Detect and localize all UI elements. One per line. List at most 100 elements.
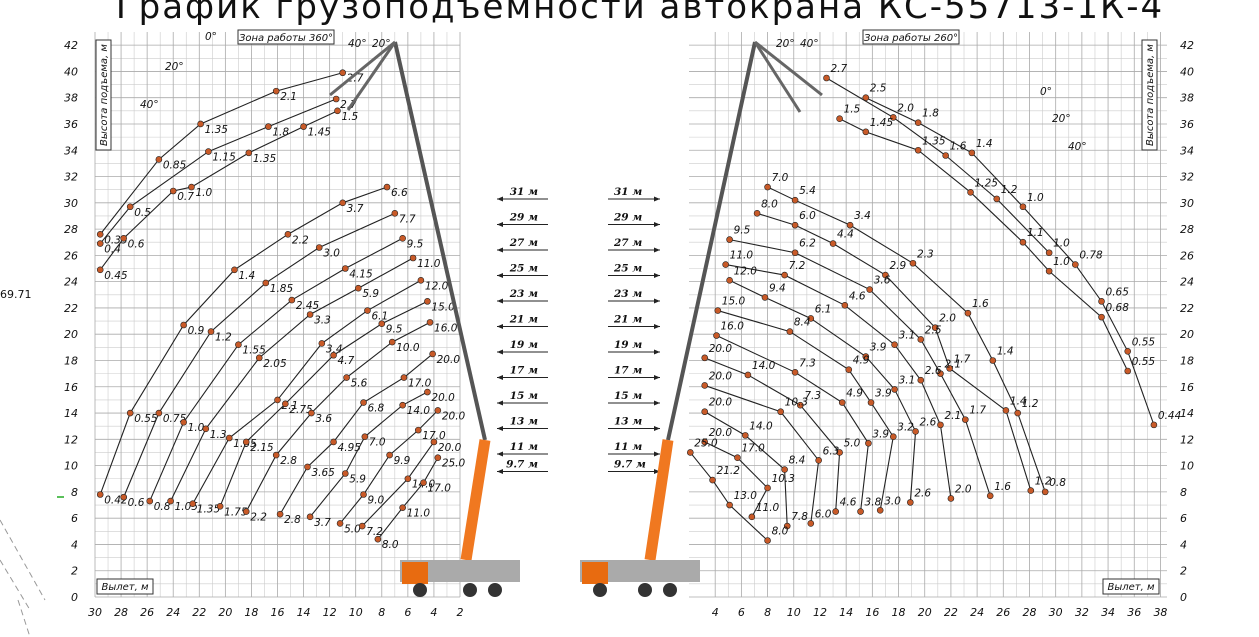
arrow-head bbox=[497, 324, 503, 329]
load-point bbox=[170, 188, 176, 194]
load-label: 3.8 bbox=[865, 497, 882, 509]
load-point bbox=[824, 75, 830, 81]
load-point bbox=[687, 449, 693, 455]
load-point bbox=[401, 375, 407, 381]
load-point bbox=[968, 189, 974, 195]
load-point bbox=[890, 434, 896, 440]
load-label: 9.9 bbox=[394, 455, 411, 467]
load-point bbox=[907, 499, 913, 505]
x-tick-label: 12 bbox=[813, 606, 827, 619]
x-tick-label: 30 bbox=[88, 606, 102, 619]
x-tick-label: 12 bbox=[323, 606, 337, 619]
load-label: 0.78 bbox=[1079, 250, 1103, 262]
load-label: 7.8 bbox=[791, 511, 808, 523]
load-point bbox=[415, 427, 421, 433]
angle-label: 0° bbox=[1040, 86, 1052, 98]
wheel bbox=[638, 583, 652, 597]
load-label: 6.1 bbox=[371, 311, 388, 323]
y-tick-label: 8 bbox=[1180, 486, 1187, 499]
load-point bbox=[342, 470, 348, 476]
load-point bbox=[217, 503, 223, 509]
load-label: 1.2 bbox=[1001, 184, 1018, 196]
boom-length-label: 15 м bbox=[614, 390, 642, 402]
load-label: 3.9 bbox=[870, 342, 887, 354]
load-point bbox=[410, 255, 416, 261]
load-label: 2.5 bbox=[870, 83, 887, 95]
load-point bbox=[307, 514, 313, 520]
load-point bbox=[778, 409, 784, 415]
load-point bbox=[188, 184, 194, 190]
arrow-head bbox=[654, 248, 660, 253]
y-tick-label: 20 bbox=[64, 328, 78, 341]
load-point bbox=[892, 342, 898, 348]
boom-angle-label: 40° bbox=[800, 38, 819, 50]
load-point bbox=[424, 298, 430, 304]
y-tick-label: 36 bbox=[1180, 118, 1194, 131]
load-point bbox=[384, 184, 390, 190]
boom-length-label: 21 м bbox=[613, 314, 642, 326]
load-point bbox=[97, 267, 103, 273]
load-point bbox=[121, 235, 127, 241]
arrow-head bbox=[654, 324, 660, 329]
arrow-head bbox=[497, 401, 503, 406]
load-point bbox=[839, 400, 845, 406]
load-point bbox=[400, 402, 406, 408]
load-point bbox=[277, 511, 283, 517]
wheel bbox=[593, 583, 607, 597]
arrow-head bbox=[497, 197, 503, 202]
arrow-head bbox=[654, 452, 660, 457]
load-point bbox=[333, 96, 339, 102]
x-axis-label: Вылет, м bbox=[101, 582, 148, 593]
load-label: 3.9 bbox=[875, 388, 892, 400]
load-label: 4.95 bbox=[338, 442, 362, 454]
load-point bbox=[246, 150, 252, 156]
load-label: 3.6 bbox=[315, 413, 332, 425]
load-label: 15.0 bbox=[722, 296, 746, 308]
load-point bbox=[833, 509, 839, 515]
load-label: 2.6 bbox=[914, 487, 931, 499]
load-point bbox=[355, 285, 361, 291]
panel: 0246810121416182022242628303234363840423… bbox=[64, 30, 466, 619]
x-tick-label: 10 bbox=[349, 606, 363, 619]
load-point bbox=[715, 308, 721, 314]
y-tick-label: 30 bbox=[1180, 197, 1194, 210]
load-label: 9.5 bbox=[734, 225, 751, 237]
y-tick-label: 34 bbox=[1180, 144, 1194, 157]
load-label: 8.0 bbox=[382, 539, 399, 551]
load-point bbox=[379, 321, 385, 327]
load-label: 2.1 bbox=[280, 91, 297, 103]
load-label: 2.6 bbox=[925, 365, 942, 377]
load-label: 1.35 bbox=[922, 135, 946, 147]
load-point bbox=[331, 352, 337, 358]
load-label: 0.68 bbox=[1106, 302, 1130, 314]
load-label: 1.8 bbox=[922, 108, 939, 120]
load-point bbox=[962, 417, 968, 423]
load-label: 8.0 bbox=[772, 526, 789, 538]
load-point bbox=[168, 498, 174, 504]
load-label: 8.0 bbox=[761, 198, 778, 210]
load-label: 14.0 bbox=[407, 405, 431, 417]
x-tick-label: 18 bbox=[244, 606, 258, 619]
x-tick-label: 2 bbox=[457, 606, 464, 619]
load-point bbox=[787, 329, 793, 335]
load-point bbox=[273, 452, 279, 458]
load-label: 6.6 bbox=[391, 187, 408, 199]
load-label: 4.6 bbox=[840, 497, 857, 509]
load-point bbox=[418, 277, 424, 283]
y-tick-label: 0 bbox=[1180, 591, 1187, 604]
x-tick-label: 6 bbox=[738, 606, 745, 619]
load-point bbox=[858, 509, 864, 515]
load-label: 0.9 bbox=[188, 325, 205, 337]
load-label: 15.0 bbox=[431, 301, 455, 313]
load-point bbox=[427, 319, 433, 325]
load-label: 3.6 bbox=[874, 275, 891, 287]
load-label: 9.5 bbox=[386, 324, 403, 336]
load-label: 1.0 bbox=[1053, 256, 1070, 268]
load-label: 3.0 bbox=[884, 495, 901, 507]
load-point bbox=[915, 147, 921, 153]
load-point bbox=[424, 389, 430, 395]
load-point bbox=[375, 536, 381, 542]
load-label: 6.3 bbox=[823, 445, 840, 457]
y-tick-label: 22 bbox=[64, 302, 78, 315]
load-point bbox=[792, 250, 798, 256]
